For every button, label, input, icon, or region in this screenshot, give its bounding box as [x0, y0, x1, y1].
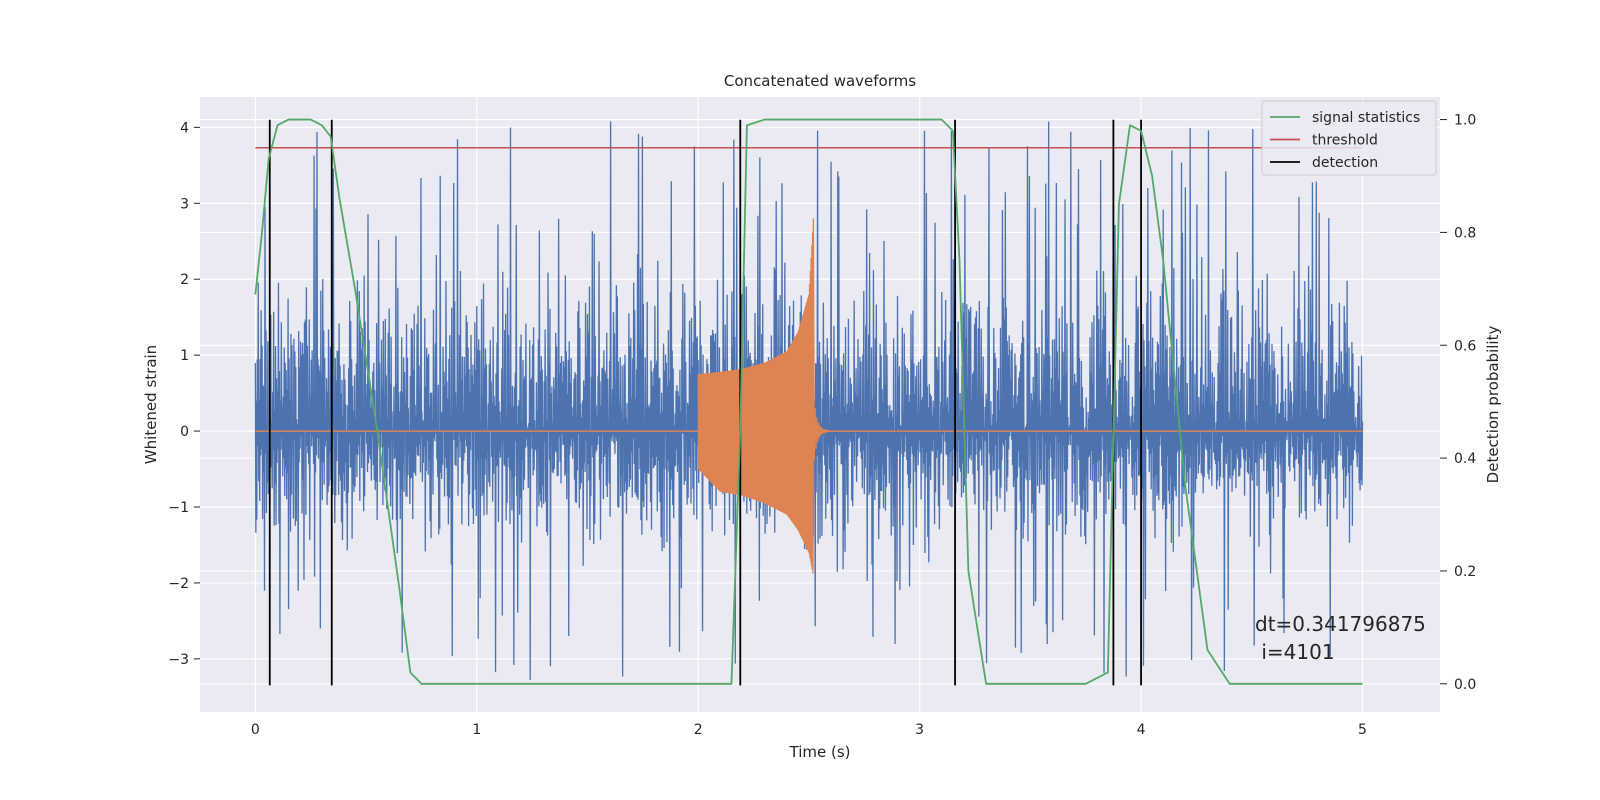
x-tick-label: 3	[915, 722, 924, 738]
y-tick-label: −1	[168, 500, 189, 516]
legend: signal statistics threshold detection	[1261, 100, 1437, 176]
legend-label: detection	[1312, 155, 1378, 171]
y2-tick-label: 0.4	[1454, 451, 1476, 467]
ticks: 0 1 2 3 4 5 −3 −2 −1 0 1 2 3 4 0.0 0.2 0.4 0.6 0.8 1.0	[168, 113, 1476, 738]
annotation-index: i=4101	[1255, 640, 1335, 664]
y2-tick-label: 0.8	[1454, 225, 1476, 241]
legend-box	[1261, 100, 1437, 176]
legend-label: threshold	[1312, 133, 1378, 149]
y2-tick-label: 0.6	[1454, 338, 1476, 354]
y-tick-label: 4	[180, 120, 189, 136]
x-tick-label: 4	[1137, 722, 1146, 738]
y-axis-label: Whitened strain	[142, 345, 160, 464]
x-tick-label: 5	[1358, 722, 1367, 738]
injection-chirp-line	[697, 218, 832, 574]
y2-tick-label: 0.0	[1454, 677, 1476, 693]
x-tick-label: 2	[694, 722, 703, 738]
signal-statistics-line	[254, 118, 1363, 685]
y-tick-label: 0	[180, 424, 189, 440]
x-tick-label: 1	[472, 722, 481, 738]
chart-title: Concatenated waveforms	[724, 72, 916, 90]
y2-tick-label: 0.2	[1454, 564, 1476, 580]
y2-axis-label: Detection probability	[1484, 326, 1502, 484]
x-axis-label: Time (s)	[789, 743, 851, 761]
y-tick-label: 1	[180, 348, 189, 364]
y-tick-label: 2	[180, 272, 189, 288]
y-tick-label: −2	[168, 576, 189, 592]
annotation-dt: dt=0.341796875	[1255, 612, 1426, 636]
y-tick-label: 3	[180, 196, 189, 212]
y-tick-label: −3	[168, 652, 189, 668]
legend-label: signal statistics	[1312, 110, 1420, 126]
x-tick-label: 0	[251, 722, 260, 738]
data-layer	[254, 118, 1364, 686]
y2-tick-label: 1.0	[1454, 113, 1476, 129]
